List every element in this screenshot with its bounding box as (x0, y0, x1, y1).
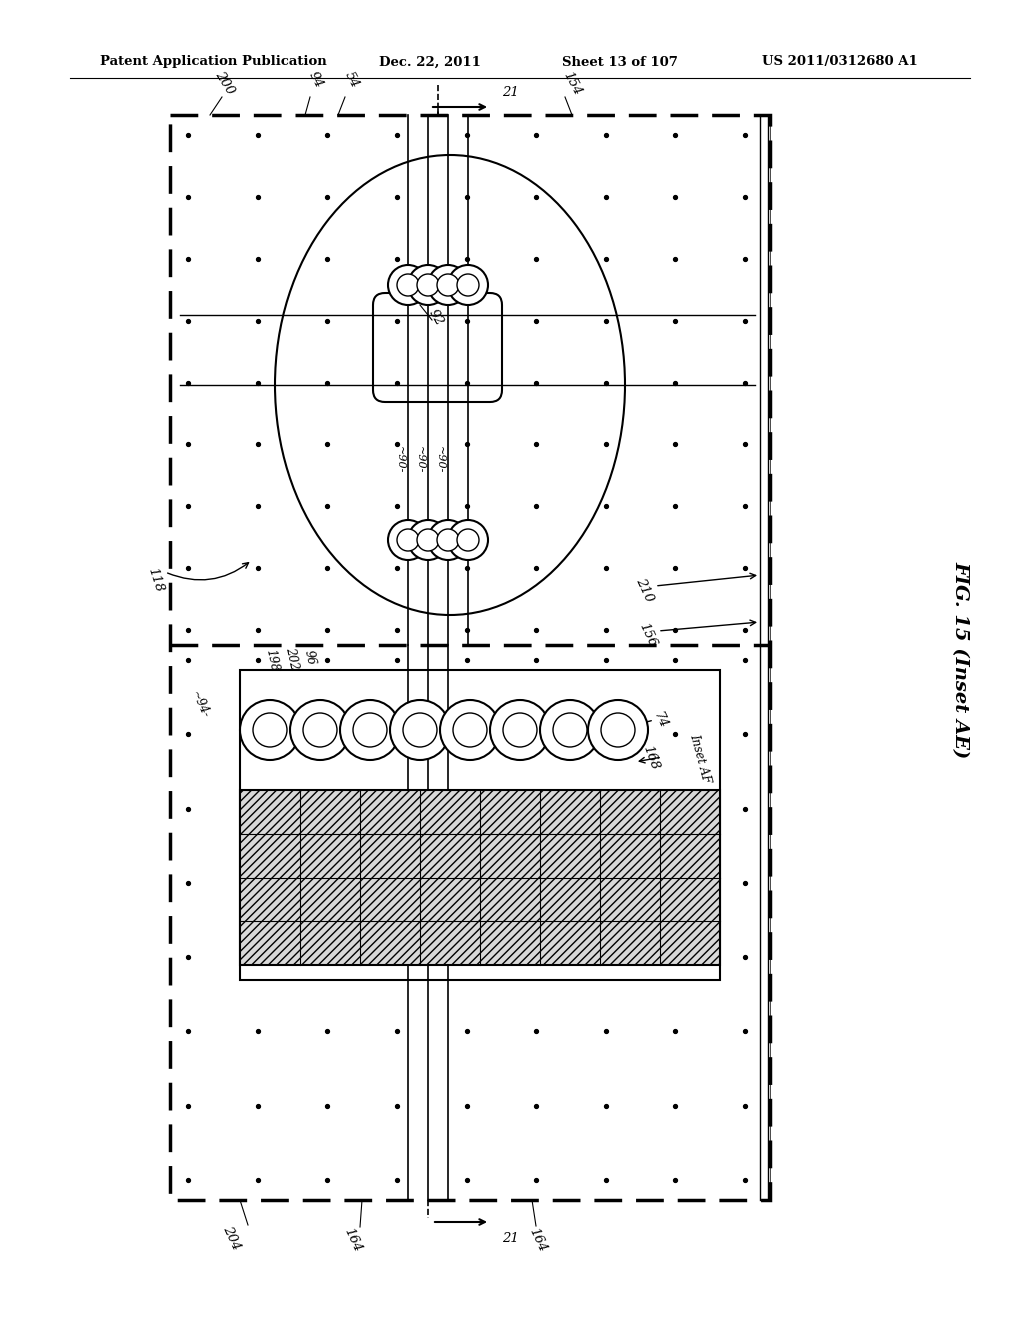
Circle shape (453, 713, 487, 747)
Circle shape (290, 700, 350, 760)
Text: 204: 204 (221, 1224, 244, 1253)
Bar (170, 115, 770, 1200)
Circle shape (417, 529, 439, 550)
Circle shape (397, 529, 419, 550)
Text: to 72: to 72 (645, 871, 675, 884)
Circle shape (553, 713, 587, 747)
Text: 96: 96 (302, 649, 317, 667)
Text: ~90-: ~90- (435, 446, 445, 474)
Text: 200: 200 (213, 69, 238, 98)
Text: US 2011/0312680 A1: US 2011/0312680 A1 (762, 55, 918, 69)
Circle shape (428, 520, 468, 560)
Circle shape (408, 520, 449, 560)
Text: 164: 164 (526, 1226, 549, 1254)
Text: 154: 154 (560, 69, 584, 98)
Circle shape (449, 265, 488, 305)
Text: 164: 164 (342, 1226, 365, 1254)
Circle shape (403, 713, 437, 747)
Circle shape (490, 700, 550, 760)
Circle shape (588, 700, 648, 760)
Text: 198: 198 (263, 648, 281, 672)
Text: 21: 21 (502, 87, 518, 99)
Bar (240, 671, 720, 979)
Circle shape (397, 275, 419, 296)
Circle shape (353, 713, 387, 747)
Circle shape (253, 713, 287, 747)
Text: ~90-: ~90- (415, 446, 425, 474)
Text: Sheet 13 of 107: Sheet 13 of 107 (562, 55, 678, 69)
Text: 21: 21 (502, 1232, 518, 1245)
Circle shape (428, 265, 468, 305)
Text: 168: 168 (641, 744, 662, 772)
Text: Inset AF: Inset AF (687, 733, 713, 784)
Text: 70: 70 (650, 830, 670, 850)
Circle shape (388, 520, 428, 560)
Text: 92: 92 (426, 308, 445, 329)
Circle shape (449, 520, 488, 560)
Circle shape (503, 713, 537, 747)
Bar (240, 789, 720, 965)
Text: 74: 74 (650, 710, 670, 730)
Circle shape (440, 700, 500, 760)
Text: Patent Application Publication: Patent Application Publication (100, 55, 327, 69)
Text: Dec. 22, 2011: Dec. 22, 2011 (379, 55, 481, 69)
Text: 202: 202 (284, 645, 301, 671)
Circle shape (417, 275, 439, 296)
Text: ~94-: ~94- (188, 689, 212, 721)
Text: 118: 118 (145, 566, 165, 594)
Text: 210: 210 (634, 576, 656, 605)
Circle shape (437, 275, 459, 296)
Circle shape (601, 713, 635, 747)
Text: 156: 156 (637, 620, 659, 649)
Text: 54: 54 (342, 70, 361, 91)
Circle shape (240, 700, 300, 760)
Text: FIG. 15 (Inset AE): FIG. 15 (Inset AE) (951, 561, 969, 759)
Circle shape (408, 265, 449, 305)
Text: ~90-: ~90- (395, 446, 406, 474)
Circle shape (457, 275, 479, 296)
Text: 94: 94 (306, 70, 326, 91)
Circle shape (388, 265, 428, 305)
Circle shape (457, 529, 479, 550)
Circle shape (540, 700, 600, 760)
Bar (760, 115, 770, 1200)
Circle shape (390, 700, 450, 760)
Circle shape (340, 700, 400, 760)
Circle shape (303, 713, 337, 747)
Circle shape (437, 529, 459, 550)
